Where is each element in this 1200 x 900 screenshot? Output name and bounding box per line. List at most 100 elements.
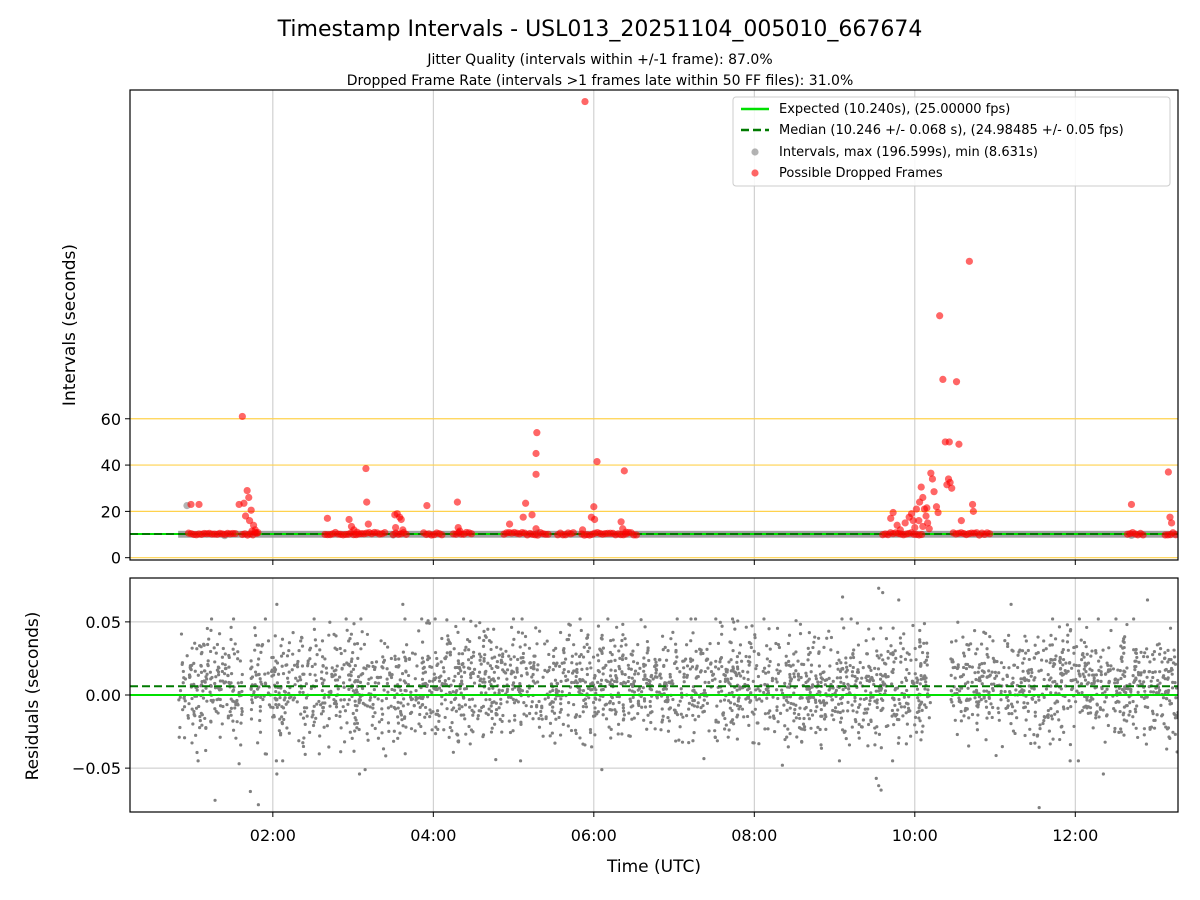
- residual-point: [842, 626, 846, 630]
- residual-points: [177, 586, 1178, 810]
- residual-point: [1032, 656, 1036, 660]
- residual-point: [642, 677, 646, 681]
- residual-point: [490, 656, 494, 660]
- residual-point: [632, 690, 637, 694]
- residual-point: [492, 670, 496, 674]
- residual-point: [1032, 733, 1036, 737]
- residual-point: [1122, 690, 1127, 694]
- residual-point: [515, 670, 519, 674]
- residual-point: [536, 680, 540, 684]
- residual-point: [991, 656, 995, 660]
- residual-point: [799, 695, 803, 700]
- residual-point: [905, 668, 909, 672]
- residual-point: [846, 700, 850, 704]
- residual-point: [448, 650, 452, 654]
- dropped-frame-point: [918, 530, 926, 539]
- dropped-frame-point: [392, 523, 400, 532]
- residual-point: [311, 709, 315, 714]
- dropped-frame-point: [397, 515, 405, 524]
- residual-point: [1035, 734, 1039, 738]
- residual-point: [640, 690, 644, 694]
- residual-point: [181, 669, 185, 674]
- residual-point: [1128, 709, 1132, 714]
- residual-point: [993, 670, 997, 674]
- residual-point: [902, 695, 906, 699]
- residual-point: [636, 688, 640, 692]
- residual-point: [1088, 711, 1093, 715]
- residual-point: [735, 737, 739, 741]
- residual-point: [631, 649, 635, 653]
- residual-point: [1022, 657, 1026, 661]
- residual-point: [200, 713, 204, 717]
- residual-point: [774, 688, 779, 692]
- residual-point: [256, 643, 261, 647]
- residual-point: [1017, 650, 1021, 654]
- residual-point: [298, 675, 302, 679]
- residual-point: [916, 696, 920, 700]
- dropped-frame-point: [532, 525, 540, 533]
- residual-point: [535, 642, 539, 646]
- residual-point: [513, 675, 517, 679]
- residual-point: [876, 667, 881, 671]
- residual-point: [814, 677, 818, 681]
- residual-point: [593, 696, 597, 700]
- residual-point: [851, 665, 855, 670]
- residual-point: [1119, 727, 1123, 731]
- dropped-frame-point: [1127, 500, 1136, 509]
- residual-point: [1148, 725, 1152, 730]
- residual-point: [758, 689, 762, 693]
- residual-point: [901, 647, 905, 651]
- residual-point: [748, 700, 752, 704]
- residual-point: [824, 727, 828, 731]
- residual-point: [558, 630, 563, 635]
- residual-point: [551, 705, 555, 709]
- residual-point: [302, 736, 306, 740]
- residual-point: [1134, 651, 1138, 655]
- residual-point: [755, 698, 759, 702]
- residual-point: [317, 699, 321, 704]
- residual-point: [588, 661, 592, 665]
- residual-point: [839, 716, 844, 720]
- residual-point: [305, 714, 309, 718]
- residual-point: [1026, 671, 1031, 675]
- residual-point: [619, 681, 623, 686]
- residual-point: [578, 714, 582, 719]
- residual-point: [1143, 651, 1147, 655]
- residual-point: [441, 666, 446, 670]
- residual-point: [600, 767, 604, 772]
- residual-point: [312, 704, 316, 708]
- residual-point: [789, 679, 793, 683]
- residual-point: [551, 654, 556, 659]
- dropped-frame-point: [391, 511, 399, 519]
- residual-point: [313, 673, 317, 677]
- residual-point: [278, 696, 282, 700]
- residual-point: [868, 699, 872, 703]
- residual-point: [263, 681, 267, 685]
- residual-point: [1012, 663, 1017, 667]
- residual-point: [422, 665, 426, 669]
- residual-point: [468, 742, 472, 746]
- residual-point: [500, 689, 505, 693]
- dropped-frame-point: [187, 500, 195, 509]
- residual-point: [275, 772, 279, 776]
- residual-point: [581, 689, 586, 693]
- residual-point: [351, 650, 355, 655]
- residual-point: [866, 722, 871, 727]
- dropped-frame-point: [544, 530, 552, 538]
- x-tick-label: 08:00: [731, 826, 777, 845]
- residual-point: [776, 720, 780, 724]
- dropped-frame-point: [532, 449, 540, 458]
- residual-point: [591, 714, 596, 718]
- residual-point: [290, 668, 294, 672]
- residual-point: [384, 754, 388, 758]
- residual-point: [413, 677, 417, 681]
- residual-point: [1079, 682, 1084, 686]
- residual-point: [1092, 679, 1096, 683]
- residual-point: [285, 726, 289, 730]
- residual-point: [280, 637, 285, 641]
- residual-point: [806, 687, 810, 691]
- residual-point: [875, 672, 879, 677]
- residual-point: [1114, 700, 1118, 705]
- residual-point: [873, 666, 877, 670]
